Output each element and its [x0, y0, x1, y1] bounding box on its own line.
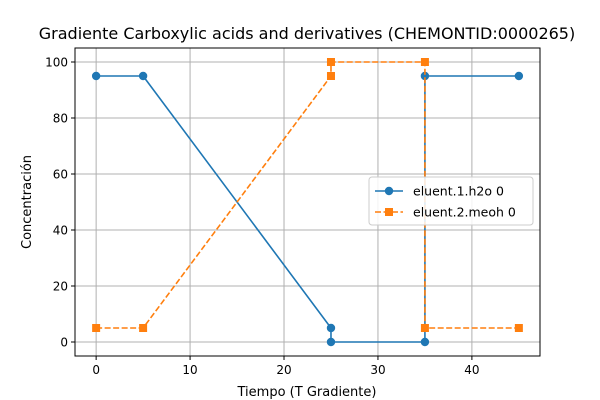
- series-1: [92, 58, 523, 332]
- plot-frame: [74, 47, 541, 357]
- data-point: [420, 324, 429, 332]
- legend-item: eluent.2.meoh 0: [375, 205, 516, 220]
- series-layer: [91, 58, 524, 347]
- y-axis-ticks: 0 20 40 60 80 100: [45, 56, 75, 350]
- data-point: [420, 337, 430, 347]
- data-point: [420, 71, 430, 81]
- y-tick-label: 0: [60, 336, 68, 350]
- y-tick-label: 80: [53, 112, 68, 126]
- data-point: [326, 72, 335, 80]
- data-point: [92, 324, 101, 332]
- data-point: [138, 71, 148, 81]
- data-point: [326, 337, 336, 347]
- y-tick-label: 60: [53, 168, 68, 182]
- data-point: [514, 71, 524, 81]
- x-tick-label: 20: [276, 363, 291, 377]
- legend-marker: [385, 208, 393, 216]
- grid: [75, 48, 540, 356]
- chart-title: Gradiente Carboxylic acids and derivativ…: [39, 24, 575, 43]
- data-point: [91, 71, 101, 81]
- y-tick-label: 40: [53, 224, 68, 238]
- legend-item: eluent.1.h2o 0: [375, 184, 504, 199]
- data-point: [514, 324, 523, 332]
- legend-label: eluent.2.meoh 0: [413, 205, 516, 220]
- y-tick-label: 100: [45, 56, 68, 70]
- y-tick-label: 20: [53, 280, 68, 294]
- data-point: [326, 323, 336, 333]
- x-tick-label: 0: [92, 363, 100, 377]
- legend-label: eluent.1.h2o 0: [413, 184, 504, 199]
- x-axis-label: Tiempo (T Gradiente): [237, 385, 377, 400]
- y-axis-label: Concentración: [20, 155, 35, 249]
- data-point: [139, 324, 148, 332]
- x-tick-label: 10: [182, 363, 197, 377]
- x-tick-label: 40: [464, 363, 479, 377]
- legend-box: [368, 176, 534, 226]
- data-point: [326, 58, 335, 66]
- legend: eluent.1.h2o 0 eluent.2.meoh 0: [368, 176, 534, 226]
- series-0: [91, 71, 524, 347]
- x-axis-ticks: 0 10 20 30 40: [92, 356, 480, 377]
- legend-marker: [384, 186, 394, 196]
- data-point: [420, 58, 429, 66]
- x-tick-label: 30: [370, 363, 385, 377]
